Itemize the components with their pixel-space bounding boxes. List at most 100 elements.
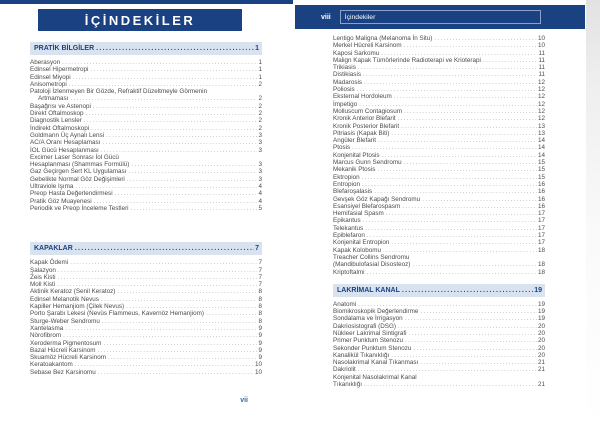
toc-entry-label: Porto Şarabı Lekesi (Nevüs Flammeus, Kav…: [30, 310, 204, 318]
leader-dots: [57, 281, 257, 288]
leader-dots: [398, 323, 537, 330]
toc-entry-page-number: 20: [537, 322, 545, 330]
toc-entry: AC/A Oranı Hesaplaması 3: [30, 139, 262, 146]
toc-entry: İOL Gücü Hesaplanması 3: [30, 147, 262, 154]
toc-entry-page-number: 7: [258, 259, 262, 267]
toc-entry: Kaposi Sarkomu 11: [333, 50, 545, 57]
toc-section: PRATİK BİLGİLER1Aberasyon1Edinsel Hiperm…: [30, 42, 262, 212]
leader-dots: [75, 244, 254, 253]
toc-entry-label: Periodik ve Preop İnceleme Testleri: [30, 204, 129, 212]
section-title: KAPAKLAR: [34, 245, 73, 253]
leader-dots: [405, 315, 537, 322]
toc-entry: İmpetigo 12: [333, 101, 545, 108]
leader-dots: [404, 108, 537, 115]
toc-entry: Nörofibrom 9: [30, 332, 262, 339]
toc-entry: Anisometropi 2: [30, 81, 262, 88]
toc-entry-page-number: 1: [258, 73, 262, 81]
toc-entry-page-number: 7: [258, 273, 262, 281]
toc-entry: Nükleer Lakrimal Sintigrafi 20: [333, 330, 545, 337]
leader-dots: [391, 239, 537, 246]
toc-entry: Epikantus 17: [333, 217, 545, 224]
leader-dots: [97, 347, 257, 354]
toc-entry-label: Pitriasis (Kapak Biti): [333, 129, 390, 137]
toc-entry-label: Kronik Posterior Blefarit: [333, 122, 400, 130]
toc-entry-label: Sturge-Weber Sendromu: [30, 317, 100, 325]
toc-entry-page-number: 12: [537, 78, 545, 86]
toc-entry-page-number: 20: [537, 351, 545, 359]
toc-entry-page-number: 3: [258, 161, 262, 169]
toc-entry-page-number: 15: [537, 159, 545, 167]
toc-section: Lentigo Maligna (Melanoma İn Situ)10Merk…: [333, 35, 545, 276]
toc-entry-page-number: 5: [258, 204, 262, 212]
right-folio-page-number: viii: [321, 13, 331, 21]
toc-entry: Angüler Blefarit 14: [333, 137, 545, 144]
leader-dots: [103, 340, 257, 347]
leader-dots: [91, 125, 257, 132]
toc-entry-page-number: 2: [258, 80, 262, 88]
section-page-number: 7: [255, 245, 259, 253]
toc-entry-page-number: 10: [254, 361, 262, 369]
toc-entry-label: Gevşek Göz Kapağı Sendromu: [333, 195, 421, 203]
leader-dots: [106, 132, 257, 139]
toc-entry-label: Lentigo Maligna (Melanoma İn Situ): [333, 35, 433, 42]
toc-entry: Dakriolit 21: [333, 366, 545, 373]
leader-dots: [404, 42, 537, 49]
toc-entry: Zeis Kisti 7: [30, 274, 262, 281]
toc-entry: Edinsel Hipermetropi 1: [30, 66, 262, 73]
section-page-number: 1: [255, 45, 259, 52]
toc-entry: Distikiasis 11: [333, 71, 545, 78]
leader-dots: [363, 71, 537, 78]
toc-entry-page-number: 17: [537, 239, 545, 247]
running-title-box: İçindekiler: [339, 10, 541, 24]
toc-entry: Xantelasma 9: [30, 325, 262, 332]
toc-entry-page-number: 8: [258, 288, 262, 296]
leader-dots: [102, 318, 258, 325]
toc-entry-label: Molluscum Contagiosum: [333, 107, 402, 115]
toc-entry: Dakriosistografi (DSG) 20: [333, 323, 545, 330]
toc-entry-page-number: 14: [537, 151, 545, 159]
toc-entry: Gevşek Göz Kapağı Sendromu 16: [333, 196, 545, 203]
toc-entry-label: Gebelikte Normal Göz Değişimleri: [30, 175, 125, 183]
toc-entry-label: Nasolakrimal Kanal Tıkanması: [333, 359, 419, 367]
leader-dots: [75, 361, 254, 368]
section-header: LAKRİMAL KANAL 19: [333, 283, 545, 297]
toc-entry: Sondalama ve İrrigasyon 19: [333, 315, 545, 322]
leader-dots: [73, 74, 258, 81]
toc-entry-wrap-line: Excimer Laser Sonrası İol Gücü: [30, 153, 119, 161]
leader-dots: [363, 217, 537, 224]
toc-entry: Entropion 16: [333, 181, 545, 188]
toc-entry-label: Edinsel Melanotik Nevus: [30, 295, 99, 303]
toc-entry-page-number: 14: [537, 144, 545, 152]
toc-entry-label: Şalazyon: [30, 266, 56, 274]
page-edge-shadow: [586, 0, 600, 427]
toc-entry-page-number: 10: [537, 42, 545, 50]
toc-entry: Periodik ve Preop İnceleme Testleri 5: [30, 205, 262, 212]
leader-dots: [358, 64, 538, 71]
toc-entry: Kapak Ödemi 7: [30, 259, 262, 266]
toc-entry: Kronik Anterior Blefarit 12: [333, 115, 545, 122]
leader-dots: [420, 308, 537, 315]
toc-entry-page-number: 10: [254, 368, 262, 376]
leader-dots: [70, 95, 257, 102]
toc-entry-page-number: 21: [537, 366, 545, 374]
toc-entry: Hesaplanması (Shammas Formülü) 3: [30, 161, 262, 168]
toc-entry-page-number: 2: [258, 110, 262, 118]
toc-entry: Sekonder Punktum Stenozu 20: [333, 345, 545, 352]
toc-entry-label: Nörofibrom: [30, 332, 62, 340]
toc-entry-label: Gaz Geçirgen Sert KL Uygulaması: [30, 168, 127, 176]
toc-entry-page-number: 18: [537, 268, 545, 276]
toc-entry: Sturge-Weber Sendromu 8: [30, 318, 262, 325]
toc-entry-label: Marcus Gunn Sendromu: [333, 159, 402, 167]
toc-entry: Preop Hasta Değerlendirmesi 4: [30, 190, 262, 197]
toc-entry-label: Başağrısı ve Astenopi: [30, 102, 91, 110]
toc-entry: Skuamöz Hücreli Karsinom 9: [30, 354, 262, 361]
leader-dots: [409, 330, 537, 337]
toc-entry-label: Angüler Blefarit: [333, 137, 377, 145]
toc-entry-label: Primer Punktum Stenozu: [333, 337, 403, 345]
leader-dots: [383, 247, 537, 254]
leader-dots: [126, 303, 257, 310]
leader-dots: [377, 166, 537, 173]
section-title: PRATİK BİLGİLER: [34, 45, 95, 52]
leader-dots: [420, 359, 537, 366]
leader-dots: [352, 144, 537, 151]
